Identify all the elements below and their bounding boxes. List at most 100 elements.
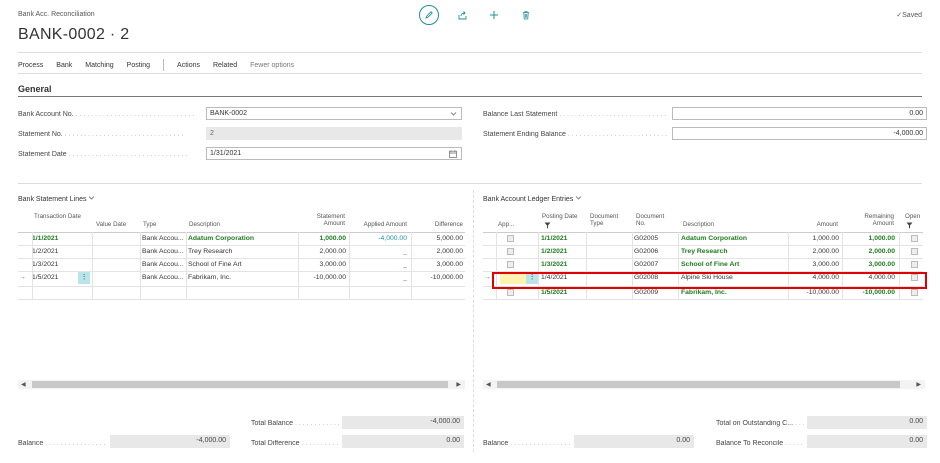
cell-description: Fabrikam, Inc. [188,274,232,281]
grid-line [842,232,843,299]
table-row-selected[interactable]: → 1/5/2021 ⋮ Bank Accou... Fabrikam, Inc… [18,272,465,287]
share-button[interactable] [453,6,471,24]
col-statement-amount[interactable]: Statement Amount [316,213,345,227]
action-bank[interactable]: Bank [56,61,73,69]
chevron-down-icon[interactable] [450,111,457,117]
balance-last-statement-field[interactable]: 0.00 [672,107,927,120]
table-row[interactable]: 1/2/2021 G02006 Trey Research 2,000.00 2… [483,246,923,259]
action-fewer-options[interactable]: Fewer options [250,61,295,69]
delete-button[interactable] [517,6,535,24]
action-process[interactable]: Process [18,61,44,69]
action-related[interactable]: Related [213,61,238,69]
scroll-right-icon[interactable]: ▶ [456,382,461,388]
cell-posting-date: 1/2/2021 [541,248,568,255]
cell-type: Bank Accou... [142,235,184,242]
col-document-type[interactable]: Document Type [590,213,619,227]
bank-account-no-field[interactable]: BANK-0002 [206,107,462,120]
statement-no-label: Statement No. [18,131,202,138]
action-matching[interactable]: Matching [85,61,114,69]
col-remaining-amount[interactable]: Remaining Amount [864,213,894,227]
cell-description: School of Fine Art [681,261,740,268]
filter-icon[interactable] [544,222,551,229]
scroll-right-icon[interactable]: ▶ [916,382,921,388]
bank-account-no-label: Bank Account No. [18,111,202,118]
page-caption: Bank Acc. Reconciliation [18,11,95,18]
statement-ending-balance-field[interactable]: -4,000.00 [672,127,927,140]
check-icon: ✓ [896,12,903,19]
open-checkbox[interactable] [911,259,921,271]
cell-applied[interactable]: _ [403,261,407,268]
delete-icon [523,11,529,20]
edit-button[interactable] [419,5,439,25]
col-open[interactable]: Open [905,213,921,220]
row-menu-button[interactable]: ⋮ [526,272,538,284]
action-separator [163,59,165,71]
cell-difference: 2,000.00 [436,248,463,255]
scroll-left-icon[interactable]: ◀ [486,382,491,388]
applied-cell-highlight[interactable] [500,272,526,284]
bank-statement-lines-title[interactable]: Bank Statement Lines [18,195,95,203]
filter-icon[interactable] [906,222,913,229]
col-description[interactable]: Description [189,221,220,228]
table-row[interactable]: 1/3/2021 Bank Accou... School of Fine Ar… [18,259,465,272]
table-row-empty[interactable] [18,287,465,300]
open-checkbox[interactable] [911,246,921,258]
calendar-icon[interactable] [449,150,457,158]
grid-line [411,232,412,299]
cell-applied[interactable]: _ [403,248,407,255]
col-document-no[interactable]: Document No. [636,213,665,227]
row-menu-button[interactable]: ⋮ [78,272,90,284]
applied-checkbox[interactable] [507,233,517,245]
cell-remaining: 4,000.00 [868,274,895,281]
table-row[interactable]: 1/1/2021 Bank Accou... Adatum Corporatio… [18,233,465,246]
cell-date: 1/1/2021 [32,235,59,242]
cell-applied[interactable]: -4,000.00 [378,235,407,242]
cell-date: 1/5/2021 [32,274,59,281]
total-balance-value: -4,000.00 [342,416,464,429]
action-actions[interactable]: Actions [177,61,200,69]
arrow-right-icon: → [484,274,491,281]
table-row-selected[interactable]: → ⋮ 1/4/2021 G02008 Alpine Ski House 4,0… [483,272,923,287]
scroll-left-icon[interactable]: ◀ [21,382,26,388]
open-checkbox[interactable] [911,287,921,299]
col-ledger-description[interactable]: Description [683,221,714,228]
col-applied-amount[interactable]: Applied Amount [363,221,407,228]
section-underline [18,96,922,97]
statement-date-field[interactable]: 1/31/2021 [206,147,462,160]
applied-checkbox[interactable] [507,246,517,258]
cell-difference: 3,000.00 [436,261,463,268]
col-value-date[interactable]: Value Date [96,221,127,228]
cell-applied[interactable]: _ [403,274,407,281]
ledger-entries-title[interactable]: Bank Account Ledger Entries [483,195,582,203]
col-transaction-date[interactable]: Transaction Date [34,213,81,220]
cell-difference: 5,000.00 [436,235,463,242]
table-row[interactable]: 1/1/2021 G02005 Adatum Corporation 1,000… [483,233,923,246]
share-icon [458,10,466,19]
col-ledger-amount[interactable]: Amount [816,221,838,228]
balance-left-label: Balance [18,440,106,447]
edit-icon [425,11,433,19]
horizontal-scrollbar[interactable]: ◀ ▶ [18,380,465,389]
col-difference[interactable]: Difference [434,221,463,228]
action-posting[interactable]: Posting [126,61,151,69]
grid-line [632,232,633,299]
table-row[interactable]: 1/2/2021 Bank Accou... Trey Research 2,0… [18,246,465,259]
table-row[interactable]: 1/3/2021 G02007 School of Fine Art 3,000… [483,259,923,272]
table-row[interactable]: 1/5/2021 G02009 Fabrikam, Inc. -10,000.0… [483,287,923,300]
grid-line [788,232,789,299]
col-type[interactable]: Type [143,221,157,228]
col-posting-date[interactable]: Posting Date [542,213,578,220]
col-applied[interactable]: App... [498,221,515,228]
open-checkbox[interactable] [911,233,921,245]
open-checkbox[interactable] [911,272,921,284]
scroll-thumb[interactable] [497,381,900,388]
applied-checkbox[interactable] [507,259,517,271]
cell-amount: 4,000.00 [812,274,839,281]
page-title: BANK-0002 · 2 [18,26,130,43]
grid-line [349,232,350,299]
horizontal-scrollbar[interactable]: ◀ ▶ [483,380,925,389]
new-button[interactable] [485,6,503,24]
cell-amount: -10,000.00 [313,274,346,281]
applied-checkbox[interactable] [507,287,517,299]
scroll-thumb[interactable] [32,381,448,388]
